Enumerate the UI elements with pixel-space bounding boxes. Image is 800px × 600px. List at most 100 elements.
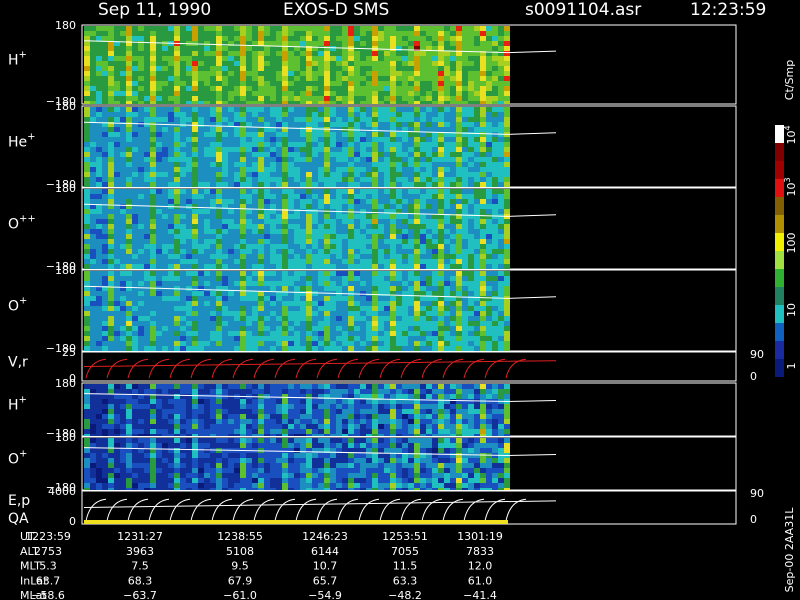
- spectrogram-cell: [84, 162, 90, 167]
- spectrogram-cell: [396, 86, 402, 91]
- spectrogram-cell: [246, 76, 252, 81]
- spectrogram-cell: [90, 112, 96, 117]
- spectrogram-cell: [366, 147, 372, 152]
- spectrogram-cell: [156, 301, 162, 306]
- spectrogram-cell: [132, 399, 138, 404]
- spectrogram-cell: [318, 112, 324, 117]
- spectrogram-cell: [132, 414, 138, 419]
- spectrogram-cell: [222, 214, 228, 219]
- spectrogram-cell: [102, 346, 108, 351]
- spectrogram-cell: [174, 66, 180, 71]
- spectrogram-cell: [150, 66, 156, 71]
- spectrogram-cell: [342, 101, 348, 104]
- spectrogram-cell: [90, 117, 96, 122]
- spectrogram-cell: [246, 157, 252, 162]
- spectrogram-cell: [414, 137, 420, 142]
- spectrogram-cell: [450, 321, 456, 326]
- spectrogram-cell: [270, 46, 276, 51]
- spectrogram-cell: [390, 264, 396, 269]
- spectrogram-cell: [240, 51, 246, 56]
- spectrogram-cell: [300, 81, 306, 86]
- spectrogram-cell: [264, 157, 270, 162]
- spectrogram-cell: [120, 264, 126, 269]
- spectrogram-cell: [450, 209, 456, 214]
- spectrogram-cell: [480, 61, 486, 66]
- spectrogram-cell: [198, 172, 204, 177]
- spectrogram-cell: [276, 96, 282, 101]
- trace-line: [83, 285, 557, 299]
- spectrogram-cell: [114, 61, 120, 66]
- spectrogram-cell: [108, 177, 114, 182]
- spectrogram-cell: [432, 112, 438, 117]
- spectrogram-cell: [216, 112, 222, 117]
- spectrogram-cell: [294, 229, 300, 234]
- spectrogram-cell: [138, 321, 144, 326]
- spectrogram-cell: [90, 157, 96, 162]
- spectrogram-cell: [240, 244, 246, 249]
- spectrogram-cell: [216, 142, 222, 147]
- spectrogram-cell: [402, 117, 408, 122]
- spectrogram-cell: [102, 112, 108, 117]
- spectrogram-cell: [162, 321, 168, 326]
- spectrogram-cell: [222, 204, 228, 209]
- spectrogram-cell: [258, 429, 264, 434]
- spectrogram-cell: [270, 414, 276, 419]
- spectrogram-cell: [114, 419, 120, 424]
- spectrogram-cell: [108, 101, 114, 104]
- spectrogram-cell: [294, 199, 300, 204]
- spectrogram-cell: [138, 36, 144, 41]
- spectrogram-cell: [108, 214, 114, 219]
- spectrogram-cell: [366, 96, 372, 101]
- spectrogram-cell: [174, 194, 180, 199]
- spectrogram-cell: [348, 286, 354, 291]
- spectrogram-cell: [114, 101, 120, 104]
- spectrogram-cell: [132, 46, 138, 51]
- spectrogram-cell: [198, 306, 204, 311]
- spectrogram-cell: [252, 239, 258, 244]
- spectrogram-cell: [150, 249, 156, 254]
- spectrogram-cell: [222, 326, 228, 331]
- spectrogram-cell: [222, 239, 228, 244]
- spectrogram-cell: [204, 384, 210, 389]
- spectrogram-cell: [360, 219, 366, 224]
- spectrogram-cell: [306, 259, 312, 264]
- spectrogram-cell: [258, 414, 264, 419]
- spectrogram-cell: [138, 172, 144, 177]
- spectrogram-cell: [234, 209, 240, 214]
- spectrogram-cell: [450, 296, 456, 301]
- spectrogram-cell: [414, 157, 420, 162]
- spectrogram-cell: [324, 244, 330, 249]
- spectrogram-cell: [270, 346, 276, 351]
- spectrogram-cell: [126, 306, 132, 311]
- spectrogram-cell: [324, 46, 330, 51]
- spectrogram-cell: [402, 296, 408, 301]
- spectrogram-cell: [150, 264, 156, 269]
- spectrogram-cell: [234, 36, 240, 41]
- spectrogram-cell: [408, 346, 414, 351]
- spectrogram-cell: [444, 132, 450, 137]
- spectrogram-cell: [84, 112, 90, 117]
- spectrogram-cell: [444, 209, 450, 214]
- spectrogram-cell: [174, 291, 180, 296]
- spectrogram-cell: [396, 341, 402, 346]
- spectrogram-cell: [312, 219, 318, 224]
- spectrogram-cell: [264, 249, 270, 254]
- spectrogram-cell: [300, 142, 306, 147]
- spectrogram-cell: [408, 219, 414, 224]
- spectrogram-cell: [108, 86, 114, 91]
- spectrogram-cell: [408, 101, 414, 104]
- spectrogram-cell: [450, 71, 456, 76]
- spectrogram-cell: [102, 249, 108, 254]
- spectrogram-cell: [252, 331, 258, 336]
- spectrogram-cell: [120, 127, 126, 132]
- spectrogram-cell: [426, 132, 432, 137]
- spectrogram-cell: [426, 46, 432, 51]
- spectrogram-cell: [450, 157, 456, 162]
- spectrogram-cell: [420, 81, 426, 86]
- spectrogram-cell: [462, 189, 468, 194]
- spectrogram-cell: [276, 56, 282, 61]
- spectrogram-cell: [408, 264, 414, 269]
- spectrogram-cell: [348, 326, 354, 331]
- spectrogram-cell: [480, 306, 486, 311]
- spectrogram-cell: [330, 219, 336, 224]
